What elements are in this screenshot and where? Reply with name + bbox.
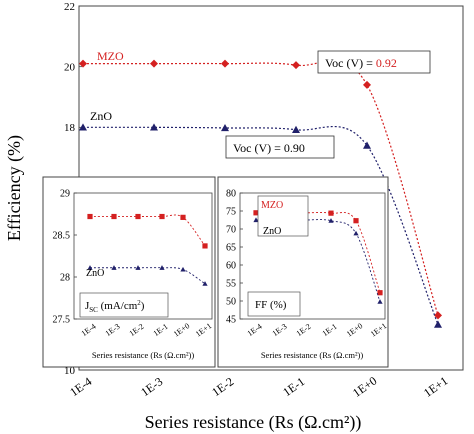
main-point-mzo (79, 59, 87, 68)
jsc-ylabel-sub: SC (89, 306, 98, 314)
ff-plot-frame (239, 192, 386, 320)
jsc-point-mzo (159, 213, 165, 220)
ff-point-mzo (328, 210, 334, 216)
jsc-point-zno (135, 265, 141, 270)
voc-mzo-prefix: Voc (V) = (325, 56, 376, 70)
jsc-point-mzo (111, 213, 117, 220)
ff-point-zno (353, 230, 359, 236)
jsc-y-tick-label: 29 (60, 189, 70, 200)
jsc-zno-label: ZnO (86, 268, 104, 279)
main-point-mzo (434, 311, 442, 320)
main-line-zno (82, 125, 439, 325)
series-label-mzo: MZO (97, 49, 124, 63)
ff-y-tick-label: 50 (226, 297, 236, 308)
main-point-zno (150, 123, 158, 131)
ff-point-mzo (353, 218, 359, 224)
voc-mzo-annotation: Voc (V) = 0.92 (317, 50, 431, 74)
main-point-mzo (363, 80, 371, 89)
main-series-layer (79, 59, 442, 328)
ff-zno-label: ZnO (263, 226, 281, 237)
jsc-ylabel: JSC (mA/cm2) (85, 299, 145, 314)
main-x-tick-label: 1E-4 (67, 374, 94, 399)
voc-zno-text: Voc (V) = 0.90 (233, 141, 305, 155)
main-x-tick-label: 1E-1 (280, 374, 307, 399)
main-x-ticks: 1E-4 1E-3 1E-2 1E-1 1E+0 1E+1 (67, 374, 450, 400)
ff-legend-box (257, 195, 309, 237)
ff-line-mzo (255, 212, 381, 293)
jsc-y-ticks: 27.5 28 28.5 29 (53, 189, 77, 326)
jsc-plot-frame (73, 192, 213, 320)
main-point-mzo (292, 61, 300, 70)
ff-y-tick-label: 80 (226, 189, 236, 200)
jsc-y-tick-label: 27.5 (53, 315, 71, 326)
jsc-y-tick-label: 28 (60, 273, 70, 284)
jsc-ylabel-sup: 2 (137, 299, 141, 307)
jsc-ylabel-end: ) (141, 300, 145, 312)
jsc-point-zno (111, 265, 117, 270)
series-label-zno: ZnO (90, 109, 112, 123)
voc-mzo-value: 0.92 (376, 56, 397, 70)
ff-y-tick-label: 75 (226, 207, 236, 218)
ff-point-zno (377, 299, 383, 304)
main-point-zno (221, 123, 229, 132)
ff-ylabel: FF (%) (255, 299, 287, 311)
main-point-zno (363, 141, 371, 149)
ff-x-axis-label: Series resistance (Rs (Ω.cm²)) (261, 350, 364, 360)
jsc-point-mzo (87, 213, 93, 220)
jsc-line-zno (89, 267, 206, 285)
ff-y-tick-label: 70 (226, 225, 236, 236)
main-y-tick-label: 18 (64, 122, 76, 134)
jsc-ylabel-box (79, 292, 169, 318)
main-point-zno (434, 320, 442, 328)
ff-point-mzo (253, 210, 259, 216)
main-y-tick-label: 20 (64, 62, 76, 74)
jsc-point-zno (202, 281, 208, 286)
jsc-series-layer (87, 213, 208, 286)
ff-y-tick-label: 45 (226, 315, 236, 326)
main-point-mzo (150, 59, 158, 68)
voc-zno-annotation: Voc (V) = 0.90 (225, 135, 335, 159)
main-x-tick-label: 1E-3 (138, 374, 165, 399)
jsc-point-mzo (180, 214, 186, 220)
jsc-ylabel-mid: (mA/cm (98, 300, 138, 312)
jsc-point-zno (87, 265, 93, 270)
ff-point-zno (253, 217, 259, 223)
ff-mzo-label: MZO (261, 200, 283, 211)
voc-mzo-text: Voc (V) = 0.92 (325, 56, 397, 70)
main-x-axis-label: Series resistance (Rs (Ω.cm²)) (145, 412, 362, 433)
main-x-tick-label: 1E-2 (209, 374, 236, 399)
jsc-point-mzo (135, 213, 141, 220)
jsc-point-zno (159, 265, 165, 270)
jsc-x-axis-label: Series resistance (Rs (Ω.cm²)) (92, 350, 195, 360)
main-point-zno (79, 123, 87, 131)
ff-point-mzo (377, 290, 383, 296)
ff-y-tick-label: 65 (226, 243, 236, 254)
main-x-tick-label: 1E+0 (350, 374, 379, 400)
ff-ylabel-box (247, 291, 301, 317)
main-point-zno (292, 125, 300, 133)
jsc-y-tick-label: 28.5 (53, 231, 71, 242)
voc-zno-box (225, 135, 335, 159)
main-y-axis-label: Efficiency (%) (4, 135, 25, 241)
voc-zno-prefix: Voc (V) = (233, 141, 284, 155)
voc-zno-value: 0.90 (284, 141, 305, 155)
main-y-tick-label: 22 (64, 1, 75, 13)
main-y-tick-label: 10 (64, 365, 76, 377)
ff-y-ticks: 45 50 55 60 65 70 75 80 (226, 189, 243, 326)
ff-y-tick-label: 55 (226, 279, 236, 290)
jsc-ylabel-j: J (85, 300, 90, 312)
main-point-mzo (221, 59, 229, 68)
jsc-inset-background (42, 176, 216, 368)
jsc-point-zno (180, 266, 186, 272)
ff-point-zno (328, 218, 334, 223)
jsc-point-mzo (202, 243, 208, 249)
voc-mzo-box (317, 50, 431, 74)
ff-y-tick-label: 60 (226, 261, 236, 272)
main-x-tick-label: 1E+1 (421, 374, 450, 400)
